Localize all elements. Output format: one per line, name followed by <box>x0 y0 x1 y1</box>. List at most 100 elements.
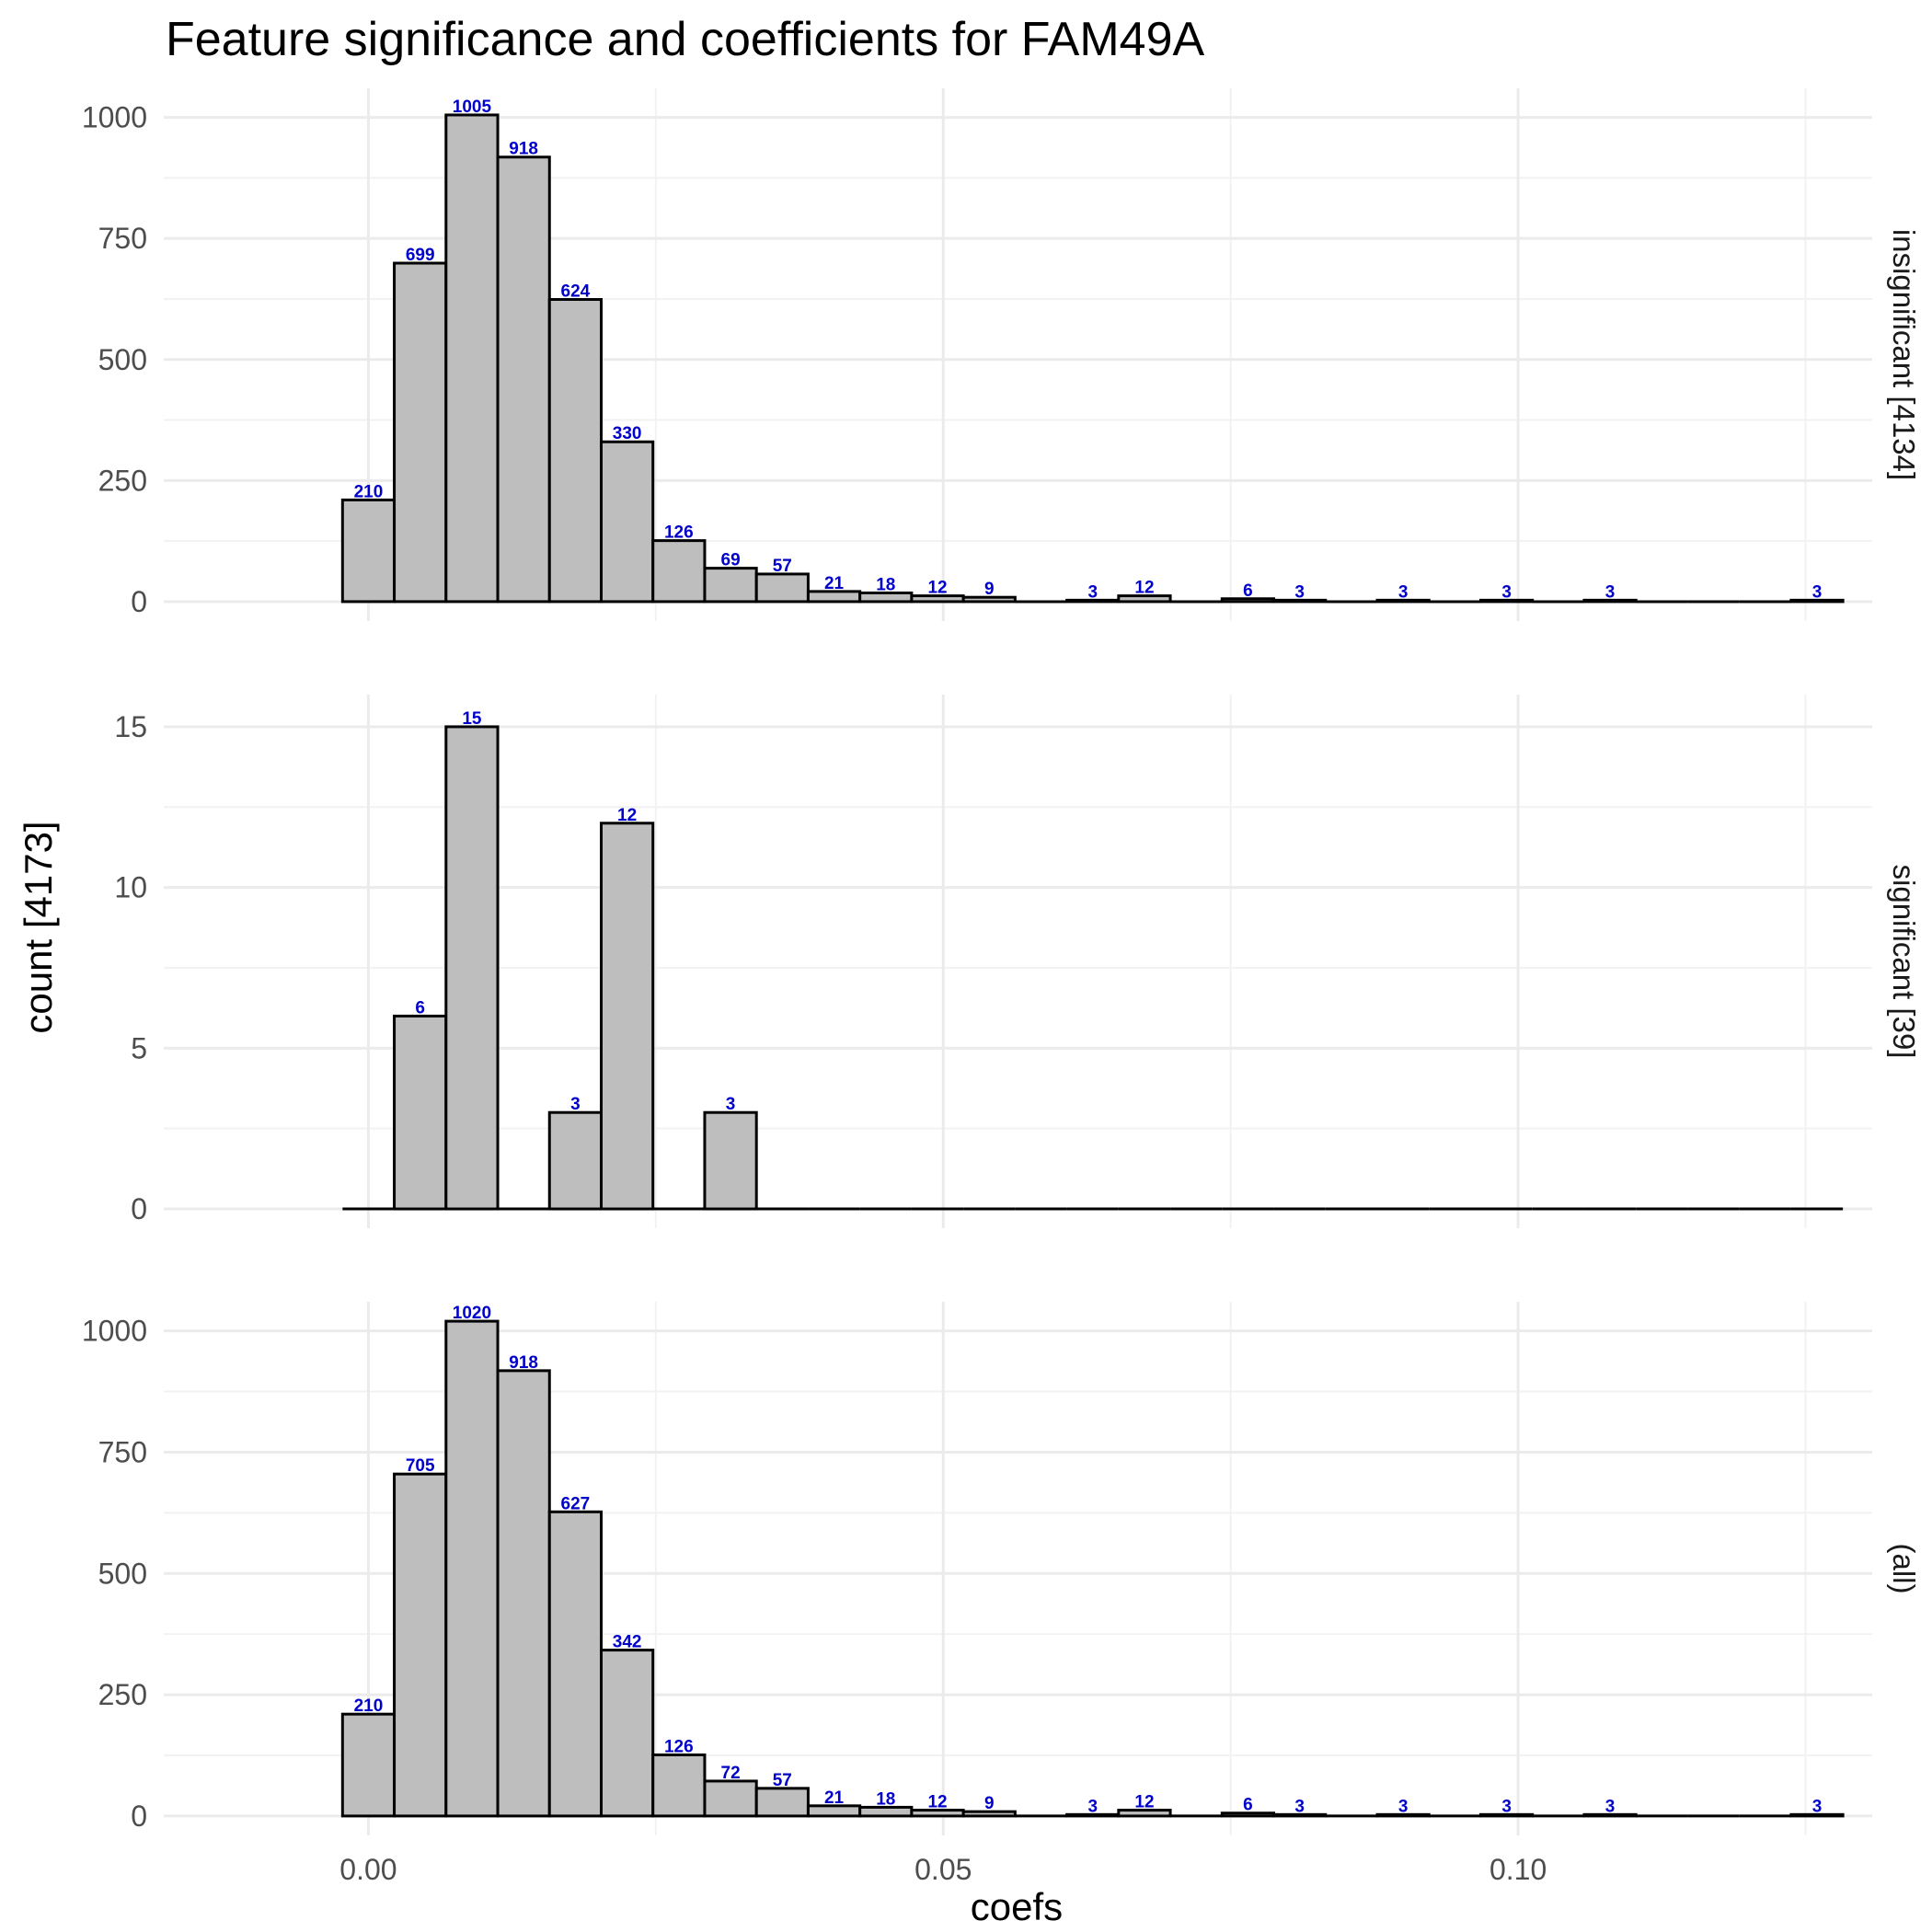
bar-count-label: 705 <box>406 1456 435 1476</box>
bar-count-label: 3 <box>1398 582 1409 602</box>
histogram-bar <box>1117 1809 1172 1818</box>
x-tick-label: 0.10 <box>1489 1853 1547 1886</box>
bar-count-label: 3 <box>726 1095 736 1114</box>
histogram-bar <box>393 1472 448 1818</box>
y-tick-label: 10 <box>114 871 147 904</box>
bar-count-label: 15 <box>462 709 482 729</box>
histogram-bar <box>1117 594 1172 604</box>
bar-count-label: 3 <box>1398 1797 1409 1816</box>
bar-count-label: 18 <box>876 575 895 594</box>
bar-count-label: 3 <box>1812 582 1823 602</box>
bar-count-label: 12 <box>927 579 947 598</box>
histogram-bar <box>547 297 603 604</box>
bar-count-label: 69 <box>721 551 741 570</box>
histogram-bar <box>393 1014 448 1211</box>
bar-count-label: 210 <box>354 1696 384 1716</box>
bar-count-label: 3 <box>1087 582 1098 602</box>
histogram-bar <box>547 1510 603 1818</box>
y-tick-label: 500 <box>98 343 147 376</box>
y-tick-label: 1000 <box>82 101 147 134</box>
histogram-bar <box>961 595 1017 604</box>
facet-strip-label: (all) <box>1887 1544 1921 1594</box>
y-tick-label: 0 <box>131 1800 147 1833</box>
histogram-bar <box>340 498 397 604</box>
y-tick-label: 250 <box>98 464 147 497</box>
histogram-bar <box>651 539 707 604</box>
bar-count-label: 12 <box>927 1793 947 1812</box>
histogram-bar <box>444 725 500 1211</box>
bar-count-label: 126 <box>664 1737 694 1756</box>
bar-count-label: 918 <box>509 140 538 159</box>
bar-count-label: 12 <box>617 806 637 825</box>
x-axis: 0.00 0.05 0.10 <box>339 1853 1547 1886</box>
y-tick-label: 750 <box>98 1435 147 1468</box>
histogram-bar <box>599 1649 655 1818</box>
y-tick-label: 0 <box>131 1192 147 1225</box>
histogram-bar <box>547 1110 603 1211</box>
histogram-bar <box>444 1319 500 1818</box>
bar-count-label: 9 <box>984 580 995 599</box>
bar-count-label: 18 <box>876 1789 895 1809</box>
bar-count-label: 1020 <box>453 1304 491 1323</box>
bar-count-label: 57 <box>773 1771 792 1790</box>
bar-count-label: 3 <box>1605 582 1616 602</box>
histogram-bar <box>496 1369 551 1818</box>
facet-strip-label: insignificant [4134] <box>1887 229 1921 480</box>
x-tick-label: 0.05 <box>914 1853 972 1886</box>
bar-count-label: 330 <box>613 424 642 443</box>
bar-count-label: 3 <box>1294 1797 1305 1816</box>
y-tick-label: 500 <box>98 1557 147 1590</box>
histogram-bar <box>393 261 448 604</box>
bar-count-label: 624 <box>561 282 591 301</box>
histogram-bar <box>961 1810 1017 1818</box>
bar-count-label: 3 <box>570 1095 581 1114</box>
bar-count-label: 699 <box>406 246 435 265</box>
chart-title: Feature significance and coefficients fo… <box>166 13 1205 66</box>
bar-count-label: 3 <box>1605 1797 1616 1816</box>
bar-count-label: 3 <box>1087 1797 1098 1816</box>
histogram-bar <box>703 567 758 604</box>
histogram-bar <box>444 113 500 604</box>
bar-count-label: 12 <box>1134 1793 1154 1812</box>
y-axis-title: count [4173] <box>17 821 60 1033</box>
bar-count-label: 6 <box>415 998 425 1018</box>
histogram-bar <box>754 572 810 604</box>
bar-count-label: 342 <box>613 1633 642 1652</box>
histogram-bar <box>340 1712 397 1818</box>
y-tick-label: 750 <box>98 222 147 255</box>
facet-strip-label: significant [39] <box>1887 865 1921 1059</box>
x-tick-label: 0.00 <box>339 1853 397 1886</box>
bar-count-label: 3 <box>1501 1797 1512 1816</box>
bar-count-label: 21 <box>824 574 845 593</box>
bar-count-label: 3 <box>1812 1797 1823 1816</box>
bar-count-label: 21 <box>824 1788 845 1808</box>
bar-count-label: 3 <box>1294 582 1305 602</box>
histogram-bar <box>651 1753 707 1818</box>
bar-count-label: 9 <box>984 1794 995 1813</box>
y-tick-label: 5 <box>131 1031 147 1064</box>
bar-count-label: 627 <box>561 1494 591 1513</box>
histogram-bar <box>1789 598 1845 604</box>
bar-count-label: 57 <box>773 557 792 576</box>
bar-count-label: 918 <box>509 1353 538 1373</box>
histogram-bar <box>1789 1812 1845 1818</box>
bar-count-label: 3 <box>1501 582 1512 602</box>
bar-count-label: 6 <box>1243 1796 1253 1815</box>
histogram-bar <box>703 1110 758 1211</box>
bar-count-label: 210 <box>354 482 384 501</box>
facet-panel: 0 5 10 15 6 15 3 12 3 significant [39] <box>114 695 1921 1228</box>
bar-count-label: 72 <box>721 1764 741 1783</box>
y-tick-label: 250 <box>98 1678 147 1711</box>
histogram-bar <box>599 822 655 1211</box>
histogram-bar <box>599 440 655 604</box>
bar-count-label: 12 <box>1134 579 1154 598</box>
bar-count-label: 6 <box>1243 581 1253 601</box>
bar-count-label: 126 <box>664 523 694 543</box>
histogram-bar <box>496 155 551 604</box>
y-tick-label: 1000 <box>82 1315 147 1348</box>
x-axis-title: coefs <box>971 1885 1063 1928</box>
